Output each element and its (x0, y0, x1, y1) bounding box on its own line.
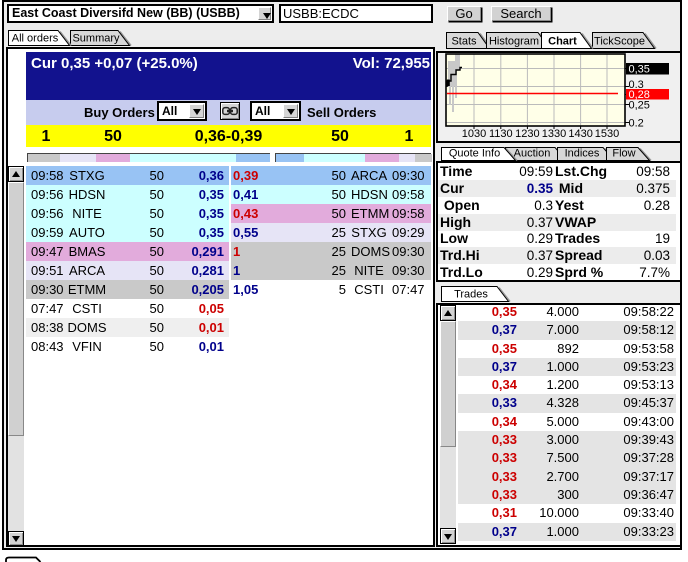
svg-text:All orders: All orders (12, 33, 59, 45)
svg-text:0.3: 0.3 (629, 79, 644, 91)
svg-text:1430: 1430 (568, 128, 592, 140)
svg-text:Indices: Indices (565, 148, 600, 160)
svg-text:Flow: Flow (612, 148, 635, 160)
svg-text:Auction: Auction (514, 148, 551, 160)
svg-text:Stats: Stats (451, 36, 477, 48)
svg-text:0.2: 0.2 (629, 118, 644, 130)
svg-text:0,35: 0,35 (629, 64, 650, 76)
svg-text:Histogram: Histogram (489, 36, 539, 48)
svg-text:1330: 1330 (542, 128, 566, 140)
svg-text:1030: 1030 (462, 128, 486, 140)
svg-text:TickScope: TickScope (594, 36, 645, 48)
svg-text:Chart: Chart (548, 36, 577, 48)
svg-text:0,28: 0,28 (629, 89, 650, 101)
svg-text:Trades: Trades (454, 289, 488, 301)
svg-text:Quote Info: Quote Info (449, 148, 500, 160)
svg-text:Summary: Summary (72, 33, 120, 45)
svg-text:1530: 1530 (595, 128, 619, 140)
svg-text:1230: 1230 (515, 128, 539, 140)
svg-text:1130: 1130 (489, 128, 513, 140)
svg-text:0,25: 0,25 (629, 100, 650, 112)
